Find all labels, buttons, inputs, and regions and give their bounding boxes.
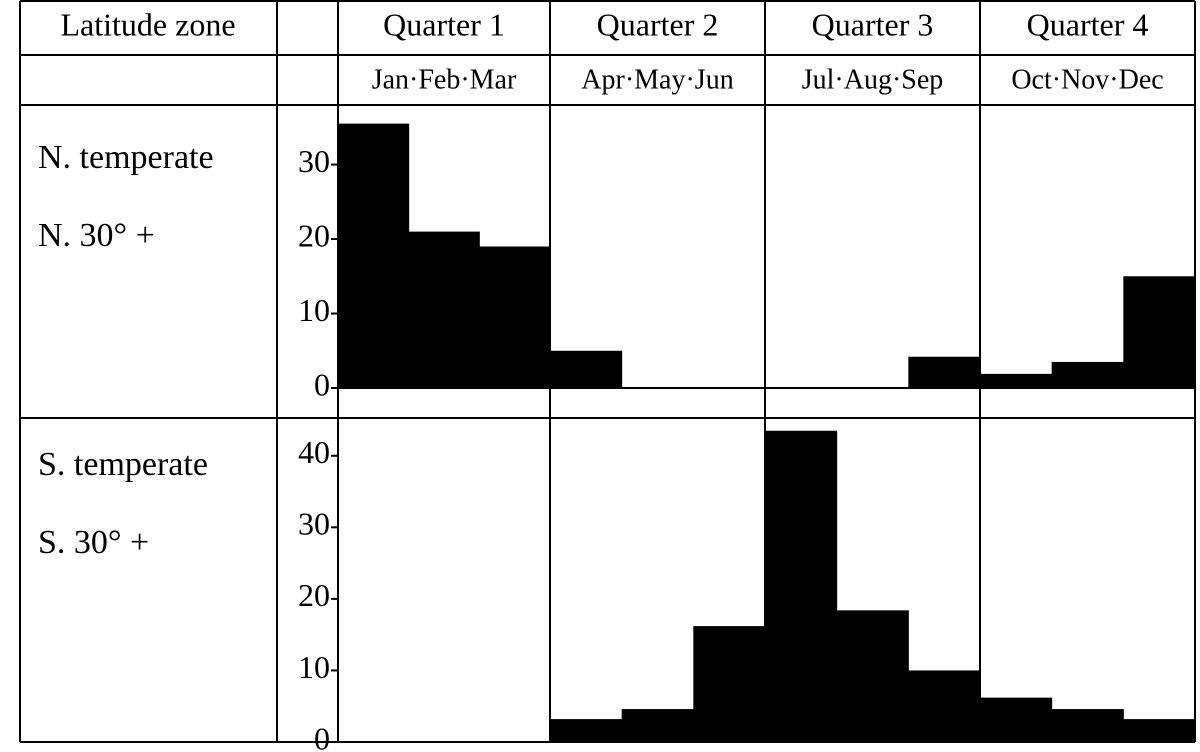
- bar: [908, 670, 981, 742]
- quarter-header: Quarter 4: [1027, 6, 1149, 42]
- bar: [479, 246, 551, 388]
- column-header: Latitude zone: [60, 6, 235, 42]
- row-subtitle: N. 30° +: [38, 217, 155, 254]
- bar: [1123, 276, 1196, 388]
- y-tick-label: 0: [314, 720, 330, 752]
- bar: [1123, 719, 1196, 742]
- y-tick-label: 10: [298, 292, 330, 328]
- quarter-months: Oct·Nov·Dec: [1011, 64, 1163, 95]
- bar: [908, 356, 981, 388]
- row-title: S. temperate: [38, 446, 208, 483]
- quarter-months: Apr·May·Jun: [581, 64, 733, 95]
- bar: [550, 350, 623, 388]
- bar: [408, 231, 480, 388]
- row-title: N. temperate: [38, 139, 214, 176]
- quarter-months: Jan·Feb·Mar: [372, 64, 517, 95]
- bar: [980, 697, 1053, 742]
- y-tick-label: 10: [298, 649, 330, 685]
- bar: [550, 719, 623, 742]
- y-tick-label: 30: [298, 506, 330, 542]
- y-tick-label: 40: [298, 434, 330, 470]
- bar: [836, 610, 909, 742]
- quarter-header: Quarter 3: [812, 6, 934, 42]
- quarter-months: Jul·Aug·Sep: [802, 64, 944, 95]
- bar: [338, 123, 410, 389]
- bar: [1051, 709, 1124, 742]
- quarter-header: Quarter 1: [383, 6, 505, 42]
- bar: [693, 626, 766, 742]
- y-tick-label: 0: [314, 366, 330, 402]
- y-tick-label: 20: [298, 577, 330, 613]
- quarter-header: Quarter 2: [597, 6, 719, 42]
- y-tick-label: 30: [298, 143, 330, 179]
- bar: [621, 709, 694, 742]
- row-subtitle: S. 30° +: [38, 524, 149, 561]
- y-tick-label: 20: [298, 217, 330, 253]
- bar: [765, 430, 838, 742]
- bar: [1051, 361, 1124, 388]
- bar: [980, 373, 1053, 388]
